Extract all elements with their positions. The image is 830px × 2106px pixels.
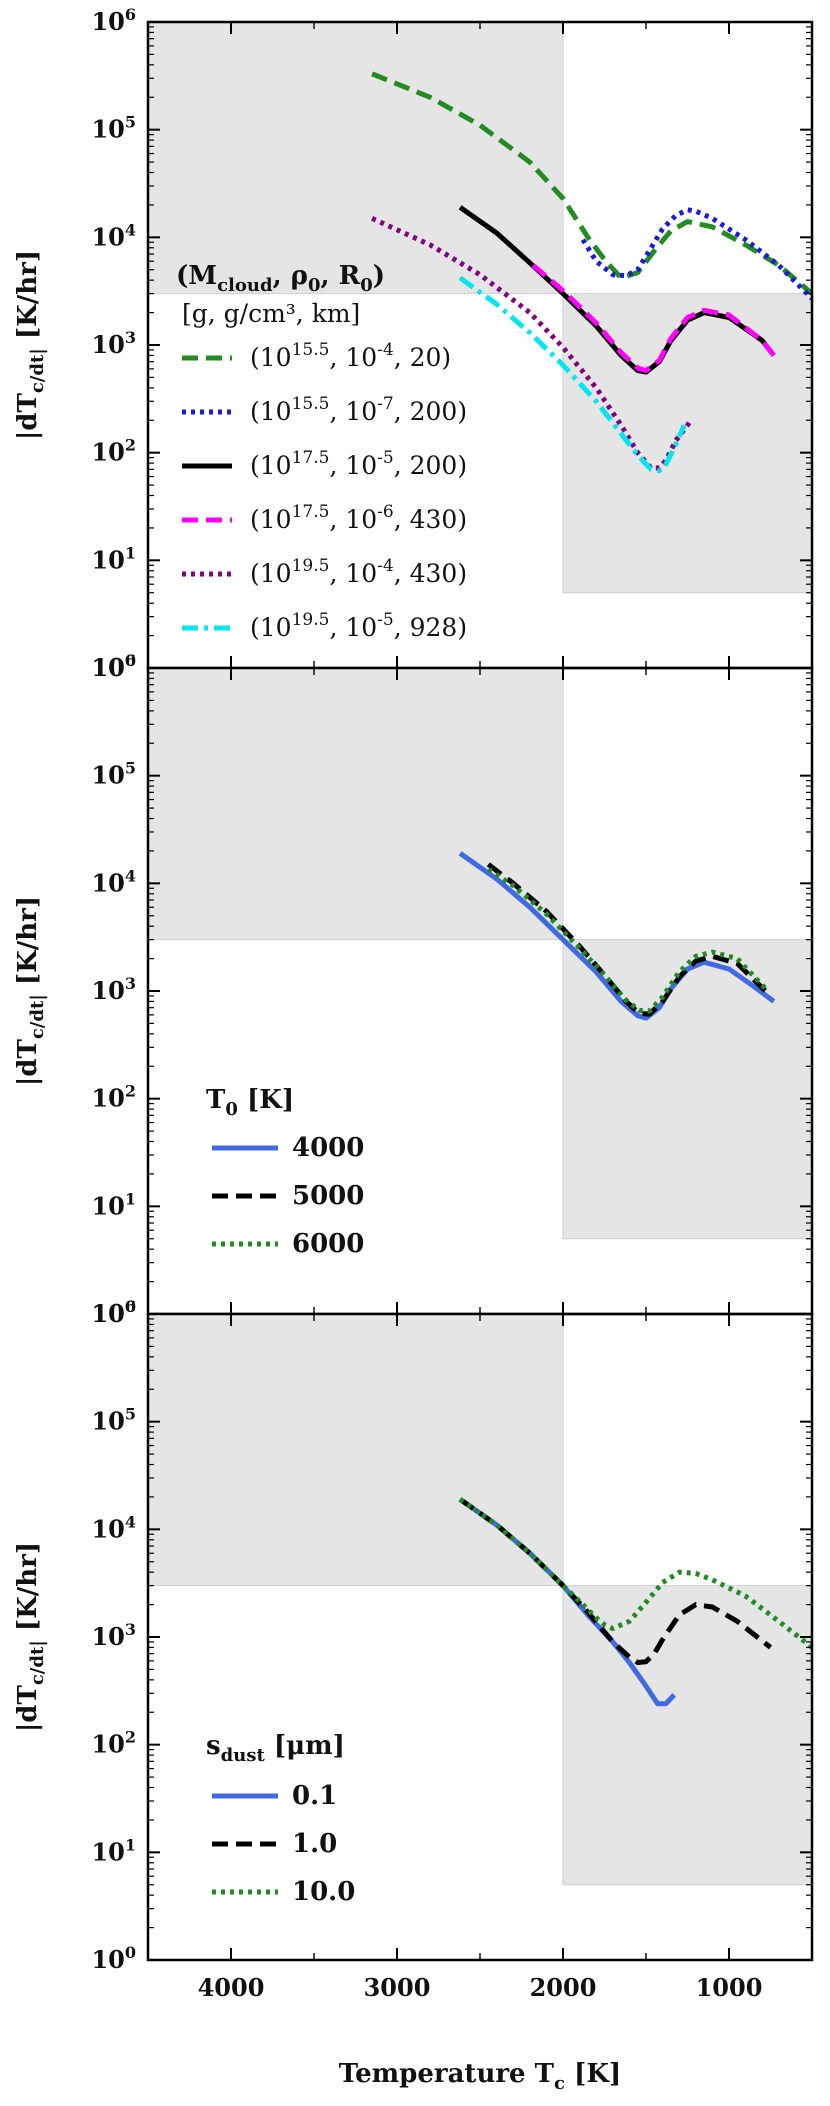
shaded-region-2 [562,293,813,594]
y-tick-label: 103​ [91,328,136,359]
legend-panel-1: (Mcloud​, ρ0​, R0​) [g, g/cm³, km] (1015.5… [176,261,467,642]
legend-panel-2: T0​ [K] 4000 5000 6000 [206,1085,364,1259]
series-line-3 [486,867,768,1014]
series-line-3 [458,1497,814,1650]
legend-entry-label: 0.1 [292,1781,337,1811]
legends-layer: (Mcloud​, ρ0​, R0​) [g, g/cm³, km] (1015.5… [176,261,467,1907]
y-tick-label: 104​ [91,220,136,251]
series-line-1 [458,851,776,1021]
legend-entry-label: 5000 [292,1181,364,1211]
y-tick-label: 101​ [91,543,136,574]
legend-entry-label: (1019.5​, 10-4​, 430) [250,556,467,588]
y-axis-label: |dTc/dt|​ [K/hr] [13,1542,48,1732]
shaded-region-2 [562,939,813,1240]
panel-1: 100​ 101​ 102​ 103​ 104​ 105​ 106​ |dTc/dt|​ [K… [13,5,814,682]
y-tick-label: 101​ [91,1189,136,1220]
y-tick-label: 100​ [91,651,136,682]
shaded-region-1 [147,1313,564,1587]
series-line-2 [486,862,768,1017]
y-tick-label: 104​ [91,1512,136,1543]
legend-entry-label: 10.0 [292,1877,355,1907]
legend-entry-label: 1.0 [292,1829,337,1859]
legend-title: sdust​ [μm] [206,1731,345,1766]
shaded-region-1 [147,667,564,941]
legend-entry-label: (1017.5​, 10-6​, 430) [250,502,467,534]
legend-title: T0​ [K] [206,1085,294,1120]
y-tick-label: 101​ [91,1835,136,1866]
y-tick-label: 100​ [91,1943,136,1974]
y-tick-label: 106​ [91,651,136,682]
x-tick-label: 3000 [364,1973,431,2002]
y-tick-label: 100​ [91,1297,136,1328]
y-tick-label: 105​ [91,1405,136,1436]
legend-panel-3: sdust​ [μm] 0.1 1.0 10.0 [206,1731,355,1907]
legend-entry-label: (1019.5​, 10-5​, 928) [250,610,467,642]
y-tick-label: 102​ [91,436,136,467]
series-line-5 [371,216,693,471]
shaded-region-1 [147,21,564,295]
y-tick-label: 105​ [91,113,136,144]
y-tick-label: 106​ [91,5,136,36]
x-tick-label: 4000 [198,1973,265,2002]
y-axis-label: |dTc/dt|​ [K/hr] [13,896,48,1086]
y-tick-label: 102​ [91,1082,136,1113]
legend-entry-label: (1015.5​, 10-4​, 20) [250,340,451,372]
x-tick-label: 1000 [696,1973,763,2002]
legend-title: (Mcloud​, ρ0​, R0​) [176,261,385,296]
y-tick-label: 105​ [91,759,136,790]
legend-entry-label: (1017.5​, 10-5​, 200) [250,448,467,480]
panel-2: 100​ 101​ 102​ 103​ 104​ 105​ 106​ |dTc/dt|​ [K… [13,651,814,1328]
series-line-2 [580,207,814,301]
legend-entry-label: 6000 [292,1229,364,1259]
series-line-4 [531,263,776,373]
series-line-6 [458,275,687,474]
y-tick-label: 106​ [91,1297,136,1328]
y-tick-label: 103​ [91,974,136,1005]
y-tick-label: 102​ [91,1728,136,1759]
y-tick-label: 103​ [91,1620,136,1651]
panels-layer: 100​ 101​ 102​ 103​ 104​ 105​ 106​ |dTc/dt|​ [K… [13,5,814,2094]
panel-3: 100​ 101​ 102​ 103​ 104​ 105​ 106​ |dTc/dt|​ [K… [13,1297,814,1974]
legend-subtitle: [g, g/cm³, km] [182,299,360,328]
x-axis-label: Temperature Tc​ [K] [339,2059,621,2094]
legend-entry-label: (1015.5​, 10-7​, 200) [250,394,467,426]
x-tick-label: 2000 [530,1973,597,2002]
legend-entry-label: 4000 [292,1133,364,1163]
y-tick-label: 104​ [91,866,136,897]
y-axis-label: |dTc/dt|​ [K/hr] [13,250,48,440]
